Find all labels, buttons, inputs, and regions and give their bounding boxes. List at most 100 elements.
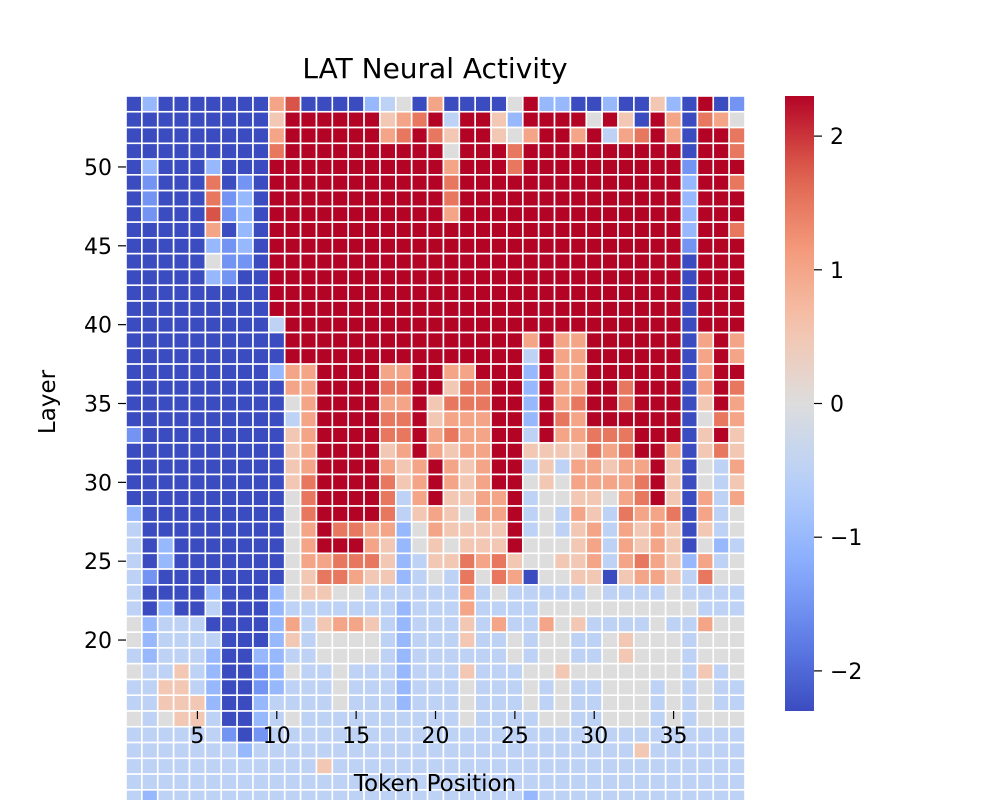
heatmap-cell xyxy=(252,142,270,160)
heatmap-cell xyxy=(442,568,461,586)
x-axis-label: Token Position xyxy=(353,771,516,797)
heatmap-cell xyxy=(156,410,175,428)
heatmap-cell xyxy=(537,741,556,760)
heatmap-cell xyxy=(379,741,397,760)
heatmap-cell xyxy=(521,599,540,618)
heatmap-cell xyxy=(204,189,223,208)
heatmap-cell xyxy=(299,710,318,728)
heatmap-cell xyxy=(204,631,223,649)
heatmap-cell xyxy=(410,536,429,555)
heatmap-cell xyxy=(188,789,207,804)
heatmap-cell xyxy=(395,694,413,712)
heatmap-cell xyxy=(490,142,508,160)
heatmap-cell xyxy=(664,442,683,460)
heatmap-cell xyxy=(188,615,207,633)
heatmap-cell xyxy=(363,331,381,350)
heatmap-cell xyxy=(426,189,445,208)
heatmap-cell xyxy=(363,252,381,271)
heatmap-cell xyxy=(633,379,651,397)
heatmap-cell xyxy=(283,379,302,397)
heatmap-cell xyxy=(299,284,318,302)
heatmap-cell xyxy=(696,300,715,318)
heatmap-cell xyxy=(601,647,619,665)
heatmap-cell xyxy=(712,694,730,712)
heatmap-cell xyxy=(395,520,413,539)
heatmap-cell xyxy=(299,394,318,413)
heatmap-cell xyxy=(172,315,191,334)
heatmap-cell xyxy=(601,773,619,791)
heatmap-cell xyxy=(712,725,730,744)
heatmap-cell xyxy=(617,126,635,145)
heatmap-cell xyxy=(664,584,683,602)
heatmap-cell xyxy=(633,174,651,192)
heatmap-cell xyxy=(601,536,619,555)
heatmap-cell xyxy=(204,694,223,712)
heatmap-cell xyxy=(363,426,381,444)
heatmap-cell xyxy=(442,158,461,176)
heatmap-cell xyxy=(395,252,413,271)
heatmap-cell xyxy=(315,426,334,444)
heatmap-cell xyxy=(220,615,238,633)
heatmap-cell xyxy=(569,678,588,697)
heatmap-cell xyxy=(696,647,715,665)
colorbar-tick-label: 2 xyxy=(830,125,844,150)
heatmap-cell xyxy=(299,142,318,160)
heatmap-cell xyxy=(490,631,508,649)
heatmap-cell xyxy=(521,394,540,413)
heatmap-cell xyxy=(696,631,715,649)
heatmap-cell xyxy=(220,174,238,192)
heatmap-cell xyxy=(156,331,175,350)
heatmap-cell xyxy=(696,394,715,413)
heatmap-cell xyxy=(172,773,191,791)
heatmap-cell xyxy=(648,536,667,555)
heatmap-cell xyxy=(331,221,349,239)
heatmap-cell xyxy=(379,363,397,381)
heatmap-cell xyxy=(648,678,667,697)
heatmap-cell xyxy=(395,584,413,602)
heatmap-cell xyxy=(252,300,270,318)
heatmap-cell xyxy=(633,410,651,428)
heatmap-cell xyxy=(347,457,365,476)
heatmap-cell xyxy=(236,647,254,665)
heatmap-cell xyxy=(252,662,270,681)
heatmap-cell xyxy=(220,252,238,271)
heatmap-cell xyxy=(617,442,635,460)
heatmap-cell xyxy=(521,662,540,681)
heatmap-cell xyxy=(379,631,397,649)
colorbar-gradient xyxy=(785,96,814,711)
heatmap-cell xyxy=(268,757,286,775)
heatmap-cell xyxy=(728,725,746,744)
heatmap-cell xyxy=(569,331,588,350)
heatmap-cell xyxy=(172,631,191,649)
heatmap-cell xyxy=(363,189,381,208)
heatmap-cell xyxy=(537,158,556,176)
heatmap-cell xyxy=(506,678,524,697)
heatmap-cell xyxy=(696,95,715,113)
heatmap-cell xyxy=(458,252,476,271)
heatmap-cell xyxy=(379,725,397,744)
heatmap-cell xyxy=(506,347,524,365)
heatmap-cell xyxy=(188,568,207,586)
heatmap-cell xyxy=(506,520,524,539)
heatmap-cell xyxy=(426,662,445,681)
heatmap-cell xyxy=(712,410,730,428)
heatmap-cell xyxy=(728,174,746,192)
heatmap-cell xyxy=(299,662,318,681)
heatmap-cell xyxy=(617,647,635,665)
heatmap-cell xyxy=(188,331,207,350)
heatmap-cell xyxy=(458,110,476,129)
heatmap-cell xyxy=(141,189,159,208)
heatmap-cell xyxy=(664,773,683,791)
heatmap-cell xyxy=(363,126,381,145)
heatmap-cell xyxy=(458,426,476,444)
heatmap-cell xyxy=(680,205,699,223)
heatmap-cell xyxy=(141,363,159,381)
heatmap-cell xyxy=(204,268,223,287)
heatmap-cell xyxy=(712,95,730,113)
heatmap-cell xyxy=(680,520,699,539)
heatmap-cell xyxy=(617,95,635,113)
heatmap-cell xyxy=(490,331,508,350)
heatmap-cell xyxy=(141,95,159,113)
heatmap-cell xyxy=(379,599,397,618)
